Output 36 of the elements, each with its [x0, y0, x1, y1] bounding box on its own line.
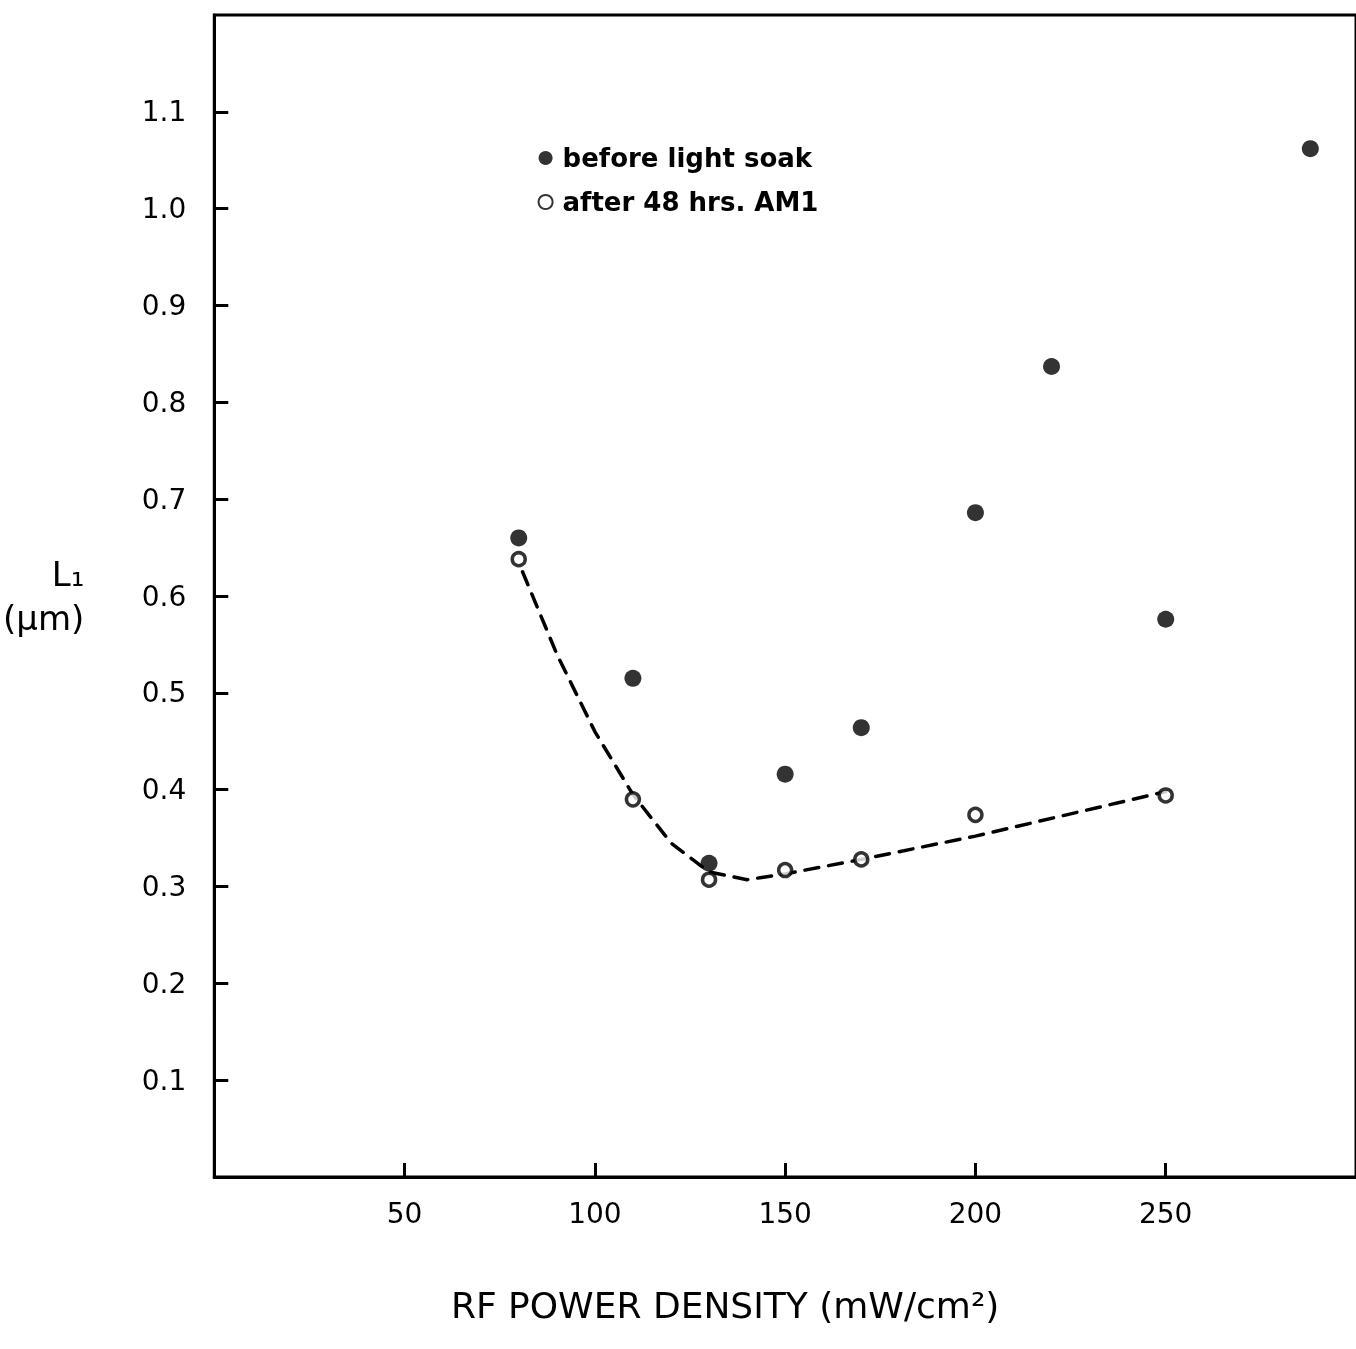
- y-tick-label: 1.1: [141, 95, 187, 129]
- y-tick-label: 0.2: [141, 966, 187, 1000]
- y-tick-label: 0.8: [141, 385, 187, 419]
- point: [1157, 610, 1175, 628]
- y-tick-label: 0.7: [141, 482, 187, 516]
- x-tick-label: 250: [1138, 1196, 1193, 1230]
- y-tick-label: 0.9: [141, 289, 187, 322]
- legend-label: after 48 hrs. AM1: [562, 187, 819, 217]
- x-tick-label: 50: [386, 1196, 423, 1230]
- point: [967, 806, 984, 824]
- point: [966, 504, 984, 522]
- point: [776, 861, 794, 879]
- x-axis-title: RF POWER DENSITY (mW/cm²): [450, 1284, 1000, 1326]
- point: [700, 871, 718, 888]
- y-tick-label: 0.4: [141, 773, 187, 807]
- point: [510, 529, 528, 547]
- point: [852, 719, 870, 737]
- y-tick-label: 1.0: [141, 192, 187, 226]
- point: [776, 765, 794, 783]
- point: [624, 791, 642, 808]
- x-tick-label: 150: [758, 1196, 812, 1230]
- point: [700, 854, 718, 872]
- y-tick-label: 0.1: [141, 1063, 187, 1097]
- y-tick-label: 0.3: [141, 870, 187, 903]
- legend-label: before light soak: [562, 143, 813, 173]
- point: [1157, 787, 1174, 804]
- y-axis-title: L₁ (μm): [3, 554, 85, 638]
- point: [1043, 358, 1061, 375]
- x-tick-label: 100: [568, 1196, 622, 1230]
- x-tick-label: 200: [948, 1196, 1003, 1230]
- y-tick-label: 0.6: [141, 579, 187, 613]
- y-tick-label: 0.5: [141, 676, 187, 710]
- point: [624, 669, 642, 687]
- point: [853, 851, 870, 868]
- point: [510, 550, 527, 568]
- point: [1301, 140, 1319, 158]
